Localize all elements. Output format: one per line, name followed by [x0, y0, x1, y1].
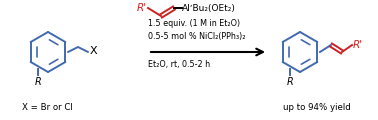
- Text: R: R: [287, 77, 293, 87]
- Text: R': R': [137, 3, 147, 13]
- Text: X: X: [90, 46, 98, 56]
- Text: Et₂O, rt, 0.5-2 h: Et₂O, rt, 0.5-2 h: [148, 60, 210, 69]
- Text: X = Br or Cl: X = Br or Cl: [22, 103, 73, 112]
- Text: up to 94% yield: up to 94% yield: [283, 103, 351, 112]
- Text: R: R: [35, 77, 41, 87]
- Text: AlʼBu₂(OEt₂): AlʼBu₂(OEt₂): [182, 3, 236, 12]
- Text: 1.5 equiv. (1 M in Et₂O): 1.5 equiv. (1 M in Et₂O): [148, 18, 240, 27]
- Text: R': R': [353, 40, 363, 50]
- Text: 0.5-5 mol % NiCl₂(PPh₃)₂: 0.5-5 mol % NiCl₂(PPh₃)₂: [148, 31, 245, 41]
